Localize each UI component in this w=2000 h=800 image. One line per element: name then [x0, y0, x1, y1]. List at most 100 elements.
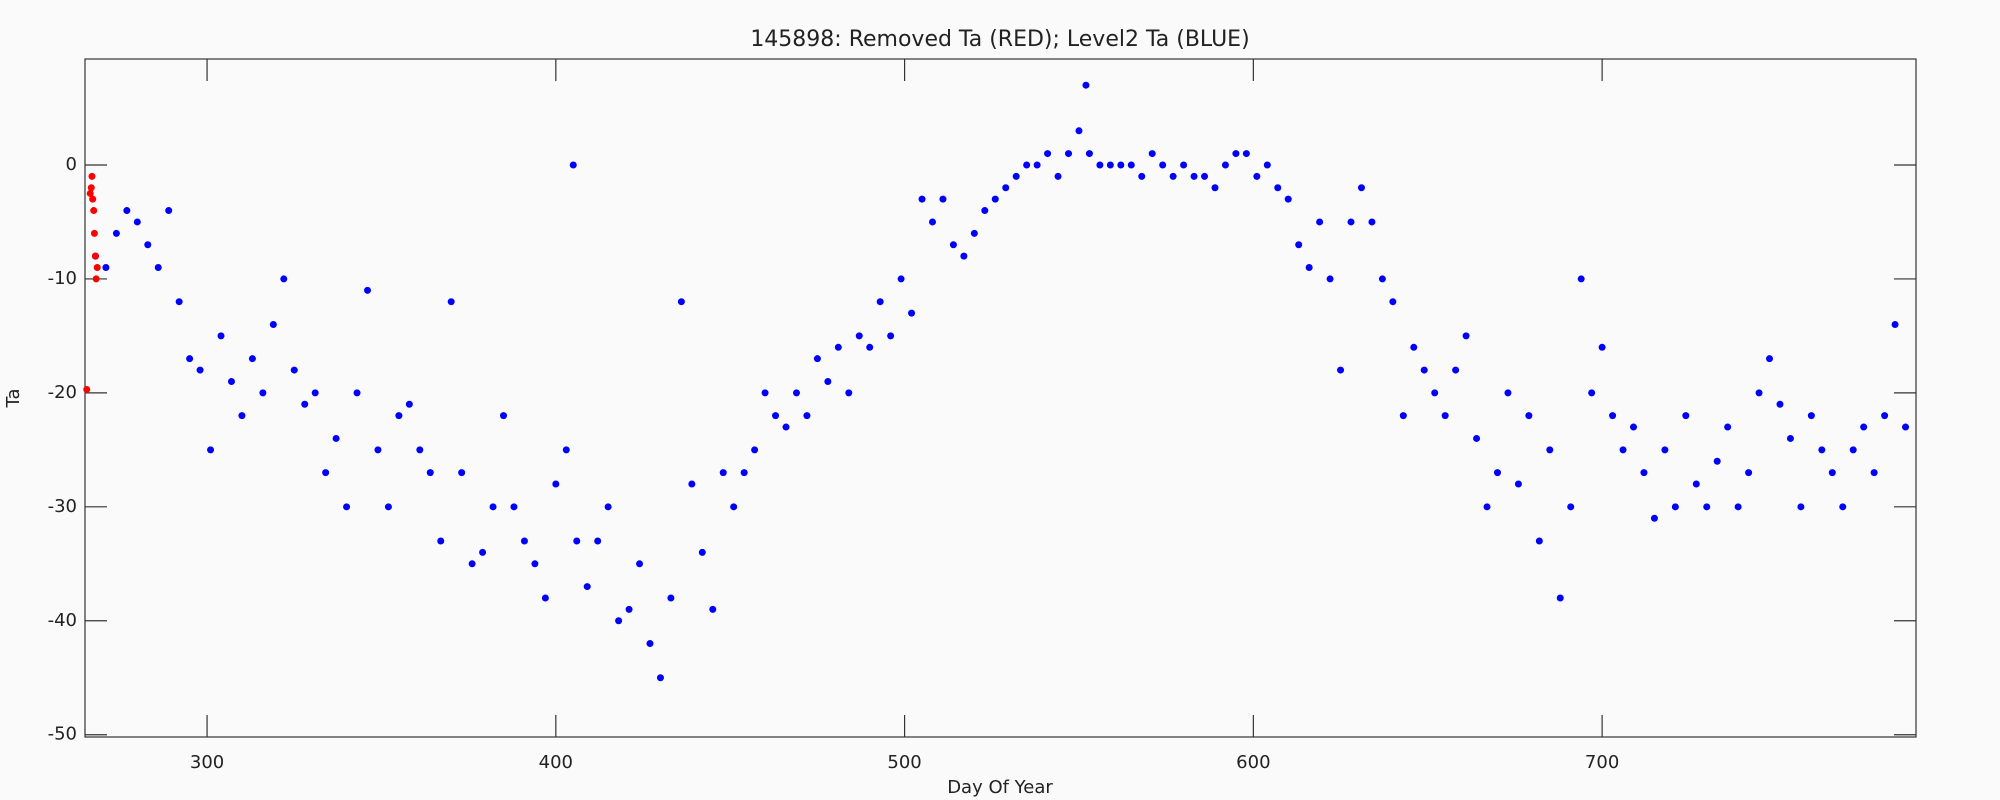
y-axis-label: Ta: [3, 388, 24, 408]
data-point: [1431, 389, 1439, 397]
data-point: [1535, 537, 1543, 545]
data-point: [269, 321, 277, 329]
data-point: [154, 264, 162, 272]
data-point: [227, 377, 235, 385]
data-point: [489, 503, 497, 511]
data-point: [238, 412, 246, 420]
data-point: [1630, 423, 1638, 431]
data-point: [1766, 355, 1774, 363]
data-point: [688, 480, 696, 488]
data-point: [813, 355, 821, 363]
x-tick-label: 400: [539, 752, 573, 773]
data-point: [1399, 412, 1407, 420]
data-point: [416, 446, 424, 454]
data-point: [259, 389, 267, 397]
data-point: [1316, 218, 1324, 226]
data-point: [1462, 332, 1470, 340]
data-point: [897, 275, 905, 283]
data-point: [730, 503, 738, 511]
data-point: [1075, 127, 1083, 135]
data-point: [87, 184, 95, 192]
data-point: [93, 264, 101, 272]
y-tick-label: -10: [48, 268, 77, 289]
data-point: [1504, 389, 1512, 397]
data-point: [1860, 423, 1868, 431]
data-point: [1556, 594, 1564, 602]
data-point: [1159, 161, 1167, 169]
data-point: [175, 298, 183, 306]
data-point: [1567, 503, 1575, 511]
data-point: [1127, 161, 1135, 169]
data-point: [981, 207, 989, 215]
data-point: [1085, 150, 1093, 158]
data-point: [89, 195, 97, 203]
data-point: [447, 298, 455, 306]
data-point: [165, 207, 173, 215]
x-axis-label: Day Of Year: [947, 777, 1053, 798]
data-point: [1253, 172, 1261, 180]
data-point: [615, 617, 623, 625]
data-point: [1389, 298, 1397, 306]
data-point: [1117, 161, 1125, 169]
data-point: [207, 446, 215, 454]
data-point: [437, 537, 445, 545]
data-point: [636, 560, 644, 568]
data-point: [88, 172, 96, 180]
data-point: [1012, 172, 1020, 180]
data-point: [667, 594, 675, 602]
y-tick-label: -30: [48, 496, 77, 517]
data-point: [1023, 161, 1031, 169]
data-point: [311, 389, 319, 397]
data-point: [405, 400, 413, 408]
x-tick-label: 700: [1585, 752, 1619, 773]
x-tick-label: 500: [887, 752, 921, 773]
y-tick-label: -40: [48, 610, 77, 631]
data-point: [1828, 469, 1836, 477]
data-point: [1598, 343, 1606, 351]
data-point: [698, 548, 706, 556]
data-point: [301, 400, 309, 408]
data-point: [918, 195, 926, 203]
data-point: [280, 275, 288, 283]
data-point: [1096, 161, 1104, 169]
data-point: [1473, 434, 1481, 442]
data-point: [102, 264, 110, 272]
data-point: [343, 503, 351, 511]
data-point: [1232, 150, 1240, 158]
data-point: [1839, 503, 1847, 511]
data-point: [782, 423, 790, 431]
data-point: [1242, 150, 1250, 158]
data-point: [1483, 503, 1491, 511]
data-point: [123, 207, 131, 215]
data-point: [92, 275, 100, 283]
data-point: [646, 640, 654, 648]
data-point: [970, 229, 978, 237]
data-point: [1284, 195, 1292, 203]
x-tick-label: 600: [1236, 752, 1270, 773]
data-point: [1870, 469, 1878, 477]
data-point: [1221, 161, 1229, 169]
data-point: [144, 241, 152, 249]
data-point: [217, 332, 225, 340]
data-point: [1295, 241, 1303, 249]
data-point: [322, 469, 330, 477]
data-point: [960, 252, 968, 260]
data-point: [1713, 457, 1721, 465]
data-point: [625, 605, 633, 613]
data-point: [1902, 423, 1910, 431]
data-point: [1452, 366, 1460, 374]
data-point: [569, 161, 577, 169]
data-point: [928, 218, 936, 226]
data-point: [1682, 412, 1690, 420]
data-point: [1211, 184, 1219, 192]
data-point: [1797, 503, 1805, 511]
data-point: [1807, 412, 1815, 420]
x-tick-label: 300: [190, 752, 224, 773]
data-point: [1378, 275, 1386, 283]
data-point: [1891, 321, 1899, 329]
data-point: [1305, 264, 1313, 272]
data-point: [1588, 389, 1596, 397]
data-point: [939, 195, 947, 203]
